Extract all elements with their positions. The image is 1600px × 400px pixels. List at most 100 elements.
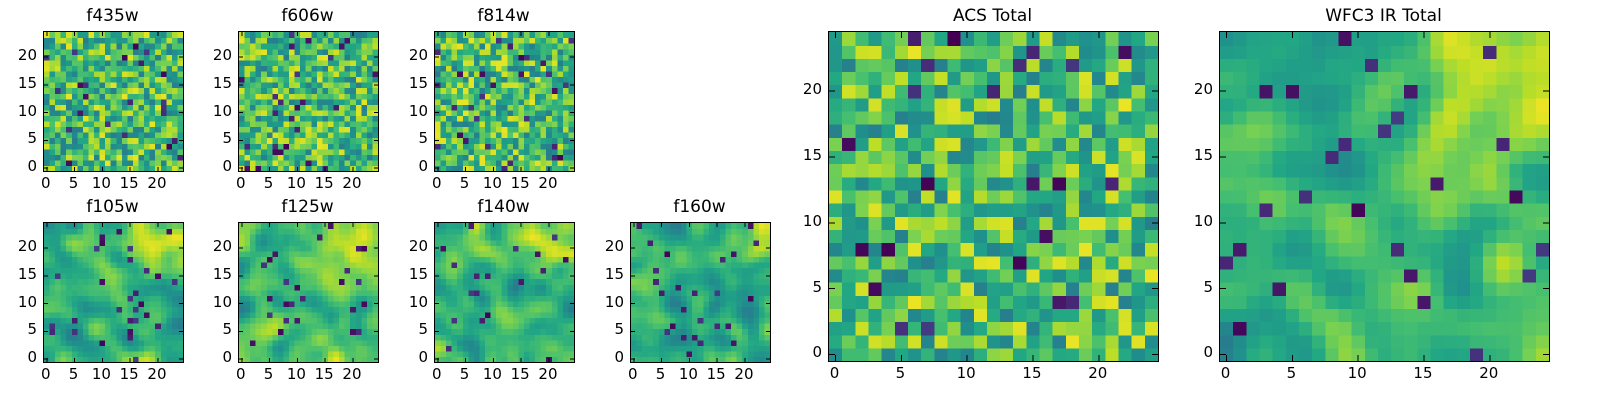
heatmap-cell [127, 295, 134, 302]
heatmap-cell [675, 323, 682, 330]
heatmap-cell [986, 163, 1001, 178]
heatmap-cell [110, 87, 117, 94]
heatmap-cell [82, 350, 90, 358]
heatmap-cell [451, 295, 458, 302]
heatmap-cell [540, 76, 547, 83]
heatmap-cell [105, 295, 112, 302]
heatmap-cell [501, 48, 508, 55]
heatmap-cell [468, 148, 475, 155]
heatmap-cell [557, 43, 564, 50]
heatmap-cell [316, 334, 323, 341]
heatmap-cell [523, 76, 531, 83]
heatmap-cell [355, 278, 362, 285]
heatmap-cell [333, 245, 340, 252]
heatmap-cell [155, 323, 162, 330]
heatmap-cell [523, 165, 531, 171]
heatmap-cell [692, 273, 699, 280]
heatmap-cell [55, 37, 62, 44]
heatmap-cell [166, 323, 173, 330]
heatmap-cell [523, 87, 531, 94]
heatmap-cell [551, 59, 558, 66]
heatmap-cell [551, 339, 558, 346]
heatmap-cell [88, 284, 95, 291]
heatmap-cell [44, 284, 51, 291]
heatmap-cell [1079, 321, 1093, 336]
heatmap-cell [366, 300, 374, 307]
heatmap-cell [171, 311, 179, 319]
heatmap-cell [501, 59, 508, 66]
heatmap-cell [155, 339, 162, 346]
heatmap-cell [512, 317, 519, 324]
heatmap-cell [355, 273, 362, 280]
heatmap-cell [327, 339, 335, 346]
heatmap-cell [664, 245, 671, 252]
heatmap-cell [518, 137, 525, 144]
heatmap-cell [289, 154, 296, 161]
heatmap-cell [155, 109, 162, 116]
heatmap-cell [300, 32, 307, 39]
heatmap-cell [88, 143, 95, 150]
heatmap-cell [344, 165, 351, 171]
heatmap-cell [261, 76, 268, 83]
heatmap-cell [171, 323, 179, 330]
heatmap-cell [1144, 176, 1158, 191]
heatmap-cell [132, 59, 140, 66]
heatmap-cell [88, 317, 95, 324]
heatmap-cell [127, 345, 134, 352]
heatmap-cell [277, 115, 285, 122]
heatmap-cell [99, 82, 106, 89]
heatmap-cell [305, 148, 312, 155]
heatmap-cell [289, 126, 296, 133]
heatmap-cell [311, 82, 318, 89]
heatmap-cell [462, 289, 469, 296]
heatmap-cell [842, 150, 856, 165]
heatmap-cell [473, 345, 481, 352]
heatmap-cell [496, 115, 503, 122]
heatmap-cell [490, 120, 497, 128]
heatmap-cell [535, 93, 542, 100]
heatmap-cell [166, 32, 173, 39]
heatmap-cell [664, 261, 671, 269]
heatmap-cell [160, 250, 167, 257]
heatmap-cell [55, 115, 62, 122]
heatmap-cell [535, 76, 542, 83]
heatmap-cell [160, 76, 167, 83]
heatmap-cell [261, 284, 268, 291]
heatmap-cell [842, 321, 856, 336]
heatmap-cell [366, 250, 374, 257]
heatmap-cell [372, 48, 378, 55]
heatmap-cell [105, 104, 112, 111]
heatmap-cell [94, 115, 101, 122]
heatmap-cell [355, 76, 362, 83]
heatmap-cell [277, 148, 285, 155]
heatmap-cell [327, 323, 335, 330]
heatmap-cell [99, 273, 106, 280]
heatmap-cell [681, 234, 688, 241]
heatmap-cell [350, 137, 357, 144]
heatmap-cell [289, 76, 296, 83]
heatmap-cell [149, 82, 156, 89]
heatmap-cell [523, 284, 531, 291]
heatmap-cell [116, 109, 123, 116]
heatmap-cell [736, 328, 743, 335]
heatmap-cell [485, 317, 492, 324]
heatmap-cell [535, 284, 542, 291]
heatmap-cell [160, 154, 167, 161]
heatmap-cell [94, 70, 101, 78]
heatmap-cell [177, 295, 183, 302]
heatmap-cell [261, 339, 268, 346]
heatmap-cell [277, 143, 285, 150]
heatmap-cell [894, 176, 909, 191]
heatmap-cell [294, 256, 301, 263]
heatmap-cell [881, 216, 896, 230]
heatmap-cell [239, 159, 246, 167]
heatmap-cell [250, 109, 257, 116]
heatmap-cell [121, 345, 128, 352]
heatmap-cell [311, 37, 318, 44]
heatmap-cell [934, 216, 949, 230]
heatmap-cell [289, 70, 296, 78]
heatmap-cell [653, 273, 660, 280]
heatmap-cell [149, 311, 156, 319]
heatmap-cell [49, 70, 56, 78]
heatmap-cell [149, 148, 156, 155]
